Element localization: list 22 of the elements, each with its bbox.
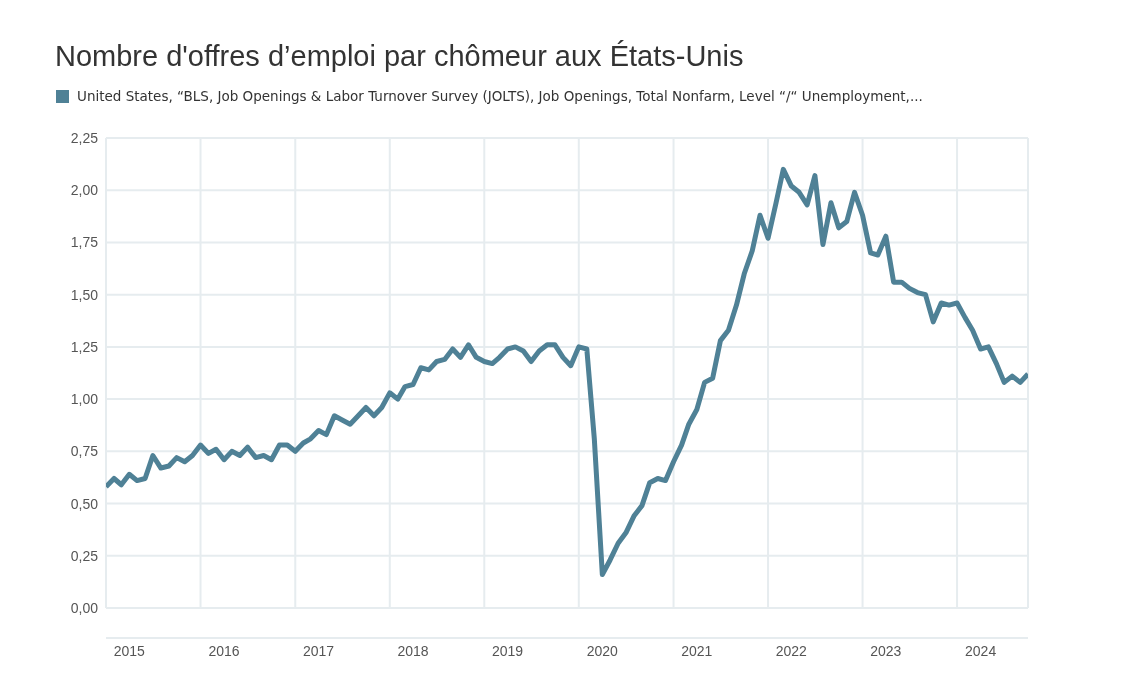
y-tick-label: 0,25 <box>70 547 99 564</box>
chart-title: Nombre d'offres d’emploi par chômeur aux États-Unis <box>54 39 745 74</box>
y-tick-label: 0,75 <box>70 443 99 460</box>
y-tick-label: 1,00 <box>70 391 99 408</box>
y-tick-label: 1,75 <box>70 234 99 251</box>
x-tick-label: 2024 <box>965 642 997 659</box>
x-tick-label: 2017 <box>302 642 335 659</box>
x-tick-label: 2023 <box>870 642 902 659</box>
legend-label: United States, “BLS, Job Openings & Labor Turnover Survey (JOLTS), Job Openings, Total Nonfarm, Level “/“ Unemployment,... <box>77 88 923 104</box>
x-tick-label: 2016 <box>208 642 240 659</box>
y-tick-label: 2,00 <box>70 182 99 199</box>
y-tick-label: 1,50 <box>70 286 99 303</box>
x-tick-label: 2018 <box>397 642 429 659</box>
y-tick-label: 2,25 <box>70 129 99 146</box>
y-tick-label: 0,50 <box>70 495 99 512</box>
y-tick-label: 1,25 <box>70 338 99 355</box>
x-tick-label: 2020 <box>586 642 619 659</box>
x-tick-label: 2019 <box>492 642 524 659</box>
x-tick-label: 2022 <box>775 642 808 659</box>
x-tick-label: 2015 <box>113 642 146 659</box>
y-tick-label: 0,00 <box>70 599 99 616</box>
x-tick-label: 2021 <box>681 642 713 659</box>
